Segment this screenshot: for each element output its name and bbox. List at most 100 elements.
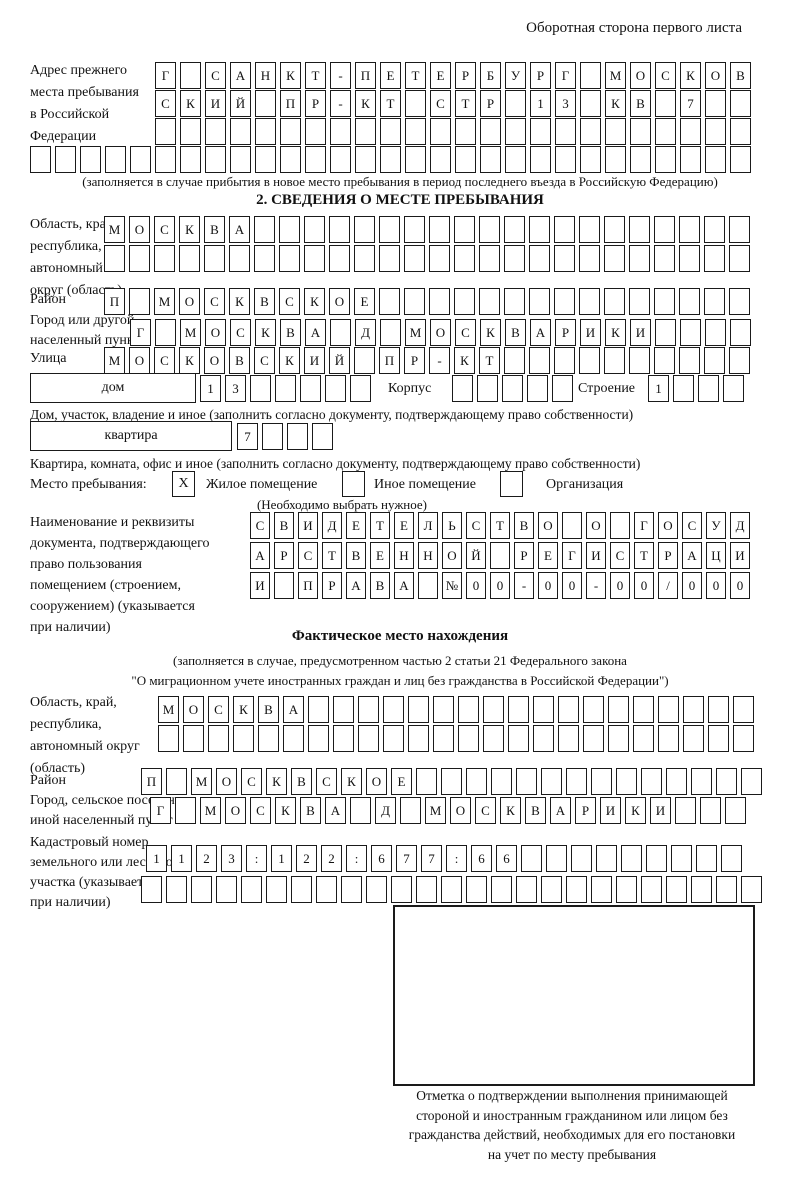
char-box[interactable] (350, 797, 371, 824)
char-box[interactable]: К (179, 347, 200, 374)
char-box[interactable] (400, 797, 421, 824)
char-box[interactable] (691, 768, 712, 795)
char-box[interactable] (730, 118, 751, 145)
char-box[interactable] (418, 572, 438, 599)
char-box[interactable]: И (730, 542, 750, 569)
char-box[interactable] (508, 696, 529, 723)
char-box[interactable] (383, 725, 404, 752)
char-box[interactable]: М (104, 347, 125, 374)
char-box[interactable]: 0 (538, 572, 558, 599)
char-box[interactable]: 0 (466, 572, 486, 599)
char-box[interactable] (379, 216, 400, 243)
char-box[interactable]: С (430, 90, 451, 117)
char-box[interactable]: И (580, 319, 601, 346)
char-box[interactable] (646, 845, 667, 872)
char-box[interactable] (696, 845, 717, 872)
char-box[interactable] (654, 245, 675, 272)
char-box[interactable] (262, 423, 283, 450)
char-box[interactable] (658, 696, 679, 723)
char-box[interactable]: В (730, 62, 751, 89)
char-box[interactable]: А (250, 542, 270, 569)
char-box[interactable] (280, 118, 301, 145)
char-box[interactable]: 0 (562, 572, 582, 599)
char-box[interactable]: К (229, 288, 250, 315)
char-box[interactable] (505, 146, 526, 173)
char-box[interactable]: 3 (225, 375, 246, 402)
char-box[interactable] (730, 90, 751, 117)
char-box[interactable] (666, 876, 687, 903)
char-box[interactable] (655, 319, 676, 346)
char-box[interactable]: Т (490, 512, 510, 539)
char-box[interactable]: С (241, 768, 262, 795)
char-box[interactable]: П (280, 90, 301, 117)
char-box[interactable] (380, 319, 401, 346)
char-box[interactable] (741, 768, 762, 795)
char-box[interactable]: 2 (321, 845, 342, 872)
char-box[interactable]: У (505, 62, 526, 89)
char-box[interactable] (330, 146, 351, 173)
char-box[interactable]: В (370, 572, 390, 599)
char-box[interactable] (216, 876, 237, 903)
char-box[interactable] (655, 90, 676, 117)
char-box[interactable]: С (682, 512, 702, 539)
char-box[interactable] (621, 845, 642, 872)
char-box[interactable] (230, 146, 251, 173)
checkbox-organization[interactable] (500, 471, 523, 497)
char-box[interactable] (704, 245, 725, 272)
char-box[interactable] (491, 768, 512, 795)
char-box[interactable] (208, 725, 229, 752)
char-box[interactable]: 6 (496, 845, 517, 872)
char-box[interactable]: В (291, 768, 312, 795)
char-box[interactable]: М (425, 797, 446, 824)
char-box[interactable] (330, 319, 351, 346)
char-box[interactable] (533, 696, 554, 723)
char-box[interactable]: Т (370, 512, 390, 539)
char-box[interactable] (483, 696, 504, 723)
char-box[interactable] (274, 572, 294, 599)
char-box[interactable] (266, 876, 287, 903)
char-box[interactable] (308, 696, 329, 723)
char-box[interactable] (683, 696, 704, 723)
char-box[interactable] (429, 216, 450, 243)
char-box[interactable] (580, 62, 601, 89)
char-box[interactable]: В (630, 90, 651, 117)
char-box[interactable] (329, 245, 350, 272)
char-box[interactable] (404, 216, 425, 243)
char-box[interactable]: С (298, 542, 318, 569)
char-box[interactable] (55, 146, 76, 173)
char-box[interactable] (605, 146, 626, 173)
char-box[interactable]: О (129, 347, 150, 374)
char-box[interactable] (155, 118, 176, 145)
char-box[interactable] (529, 216, 550, 243)
char-box[interactable] (541, 876, 562, 903)
char-box[interactable]: К (680, 62, 701, 89)
char-box[interactable] (383, 696, 404, 723)
char-box[interactable] (580, 146, 601, 173)
char-box[interactable]: Е (354, 288, 375, 315)
char-box[interactable] (516, 876, 537, 903)
char-box[interactable]: № (442, 572, 462, 599)
char-box[interactable]: Г (562, 542, 582, 569)
char-box[interactable] (683, 725, 704, 752)
char-box[interactable] (433, 725, 454, 752)
char-box[interactable]: И (600, 797, 621, 824)
char-box[interactable] (558, 696, 579, 723)
char-box[interactable] (452, 375, 473, 402)
char-box[interactable] (333, 696, 354, 723)
char-box[interactable] (505, 90, 526, 117)
char-box[interactable] (616, 876, 637, 903)
char-box[interactable]: Р (658, 542, 678, 569)
char-box[interactable] (608, 725, 629, 752)
char-box[interactable] (673, 375, 694, 402)
char-box[interactable]: К (275, 797, 296, 824)
char-box[interactable] (508, 725, 529, 752)
char-box[interactable]: С (250, 797, 271, 824)
char-box[interactable]: Т (305, 62, 326, 89)
char-box[interactable] (454, 245, 475, 272)
char-box[interactable] (483, 725, 504, 752)
char-box[interactable] (430, 146, 451, 173)
char-box[interactable] (358, 725, 379, 752)
char-box[interactable] (705, 90, 726, 117)
char-box[interactable] (530, 146, 551, 173)
char-box[interactable] (283, 725, 304, 752)
